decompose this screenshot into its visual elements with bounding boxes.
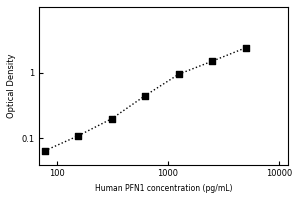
Point [110,117,114,120]
Point [143,94,148,97]
Point [76,134,81,137]
Point [243,46,248,49]
Point [176,73,181,76]
X-axis label: Human PFN1 concentration (pg/mL): Human PFN1 concentration (pg/mL) [95,184,232,193]
Point [210,60,215,63]
Y-axis label: Optical Density: Optical Density [7,54,16,118]
Point [42,149,47,152]
